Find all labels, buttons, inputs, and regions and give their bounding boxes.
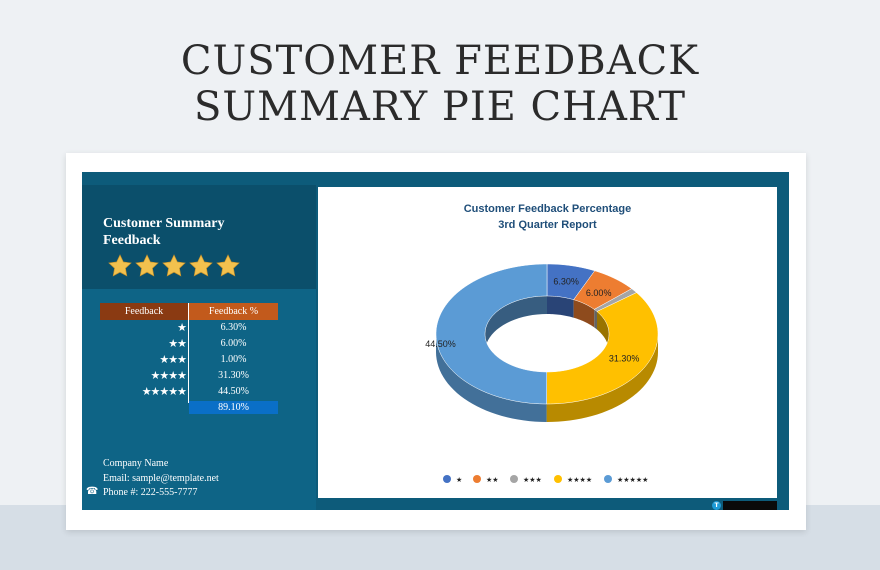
template-logo-icon: T — [712, 501, 721, 510]
contact-phone: Phone #: 222-555-7777 — [103, 487, 198, 498]
legend-marker — [604, 475, 612, 483]
status-bar: T — [707, 499, 789, 510]
table-row: ★★★ 1.00% — [100, 352, 278, 368]
table-divider — [188, 303, 189, 403]
contact-email: Email: sample@template.net — [103, 472, 219, 484]
slice-wall — [436, 334, 547, 422]
company-name: Company Name — [103, 458, 169, 469]
legend-label: ★★ — [486, 476, 499, 484]
row-percent: 1.00% — [220, 354, 247, 365]
summary-title-line1: Customer Summary — [103, 216, 225, 231]
legend-marker — [510, 475, 518, 483]
row-stars: ★ — [177, 321, 187, 334]
table-row: ★ 6.30% — [100, 320, 278, 336]
row-percent: 6.00% — [220, 338, 247, 349]
star-icon — [108, 254, 132, 277]
data-label: 44.50% — [425, 339, 456, 349]
chart-title-block: Customer Feedback Percentage 3rd Quarter… — [318, 201, 777, 233]
legend-marker — [473, 475, 481, 483]
slice-wall — [546, 334, 658, 422]
page-title: CUSTOMER FEEDBACK SUMMARY PIE CHART — [0, 38, 880, 130]
legend-label: ★ — [456, 476, 462, 484]
legend-marker — [443, 475, 451, 483]
row-percent: 44.50% — [218, 386, 249, 397]
star-icon — [189, 254, 213, 277]
contact-block — [82, 429, 316, 510]
data-label: 31.30% — [609, 354, 640, 364]
summary-header-block: Customer Summary Feedback — [82, 185, 316, 289]
row-percent: 6.30% — [220, 322, 247, 333]
star-icon — [162, 254, 186, 277]
feedback-total: 89.10% — [189, 401, 278, 414]
header-feedback-percent: Feedback % — [189, 303, 278, 320]
page-title-line2: SUMMARY PIE CHART — [193, 84, 687, 130]
page-title-line1: CUSTOMER FEEDBACK — [180, 38, 700, 84]
slice-inner-wall — [485, 296, 547, 352]
doughnut-chart: 6.30%6.00%31.30%44.50%★ ★★ ★★★ ★★★★ ★★★★★ — [425, 263, 659, 484]
rating-stars — [107, 253, 242, 284]
feedback-table-header: Feedback Feedback % — [100, 303, 278, 320]
star-icon — [135, 254, 159, 277]
chart-subtitle: 3rd Quarter Report — [498, 219, 597, 231]
status-black-strip — [723, 501, 777, 510]
slice-inner-wall — [547, 296, 574, 318]
slice — [435, 263, 548, 405]
legend-marker — [554, 475, 562, 483]
row-percent: 31.30% — [218, 370, 249, 381]
row-stars: ★★ — [168, 337, 187, 350]
summary-panel: Customer Summary Feedback Feedback Feedb… — [82, 185, 316, 510]
chart-panel: Customer Feedback Percentage 3rd Quarter… — [318, 187, 777, 498]
legend-label: ★★★★ — [567, 476, 592, 484]
legend-label: ★★★★★ — [617, 476, 648, 484]
header-feedback: Feedback — [100, 303, 188, 320]
slice-inner-wall — [573, 299, 595, 328]
row-stars: ★★★★★ — [141, 385, 187, 398]
summary-title: Customer Summary Feedback — [103, 215, 303, 249]
data-label: 6.00% — [586, 288, 612, 298]
slice-inner-wall — [596, 311, 609, 352]
star-icon — [216, 254, 240, 277]
table-row: ★★★★ 31.30% — [100, 368, 278, 384]
row-stars: ★★★★ — [150, 369, 187, 382]
slice-inner-wall — [594, 309, 597, 330]
phone-icon: ☎ — [86, 486, 99, 497]
legend-label: ★★★ — [523, 476, 542, 484]
table-row: ★★★★★ 44.50% — [100, 384, 278, 400]
feedback-table: Feedback Feedback % ★ 6.30% ★★ 6.00% ★★★… — [100, 303, 278, 400]
row-stars: ★★★ — [159, 353, 187, 366]
table-row: ★★ 6.00% — [100, 336, 278, 352]
summary-title-line2: Feedback — [103, 233, 161, 248]
chart-title: Customer Feedback Percentage — [463, 203, 632, 215]
data-label: 6.30% — [553, 276, 579, 286]
contact-info: Company Name Email: sample@template.net … — [103, 457, 219, 501]
